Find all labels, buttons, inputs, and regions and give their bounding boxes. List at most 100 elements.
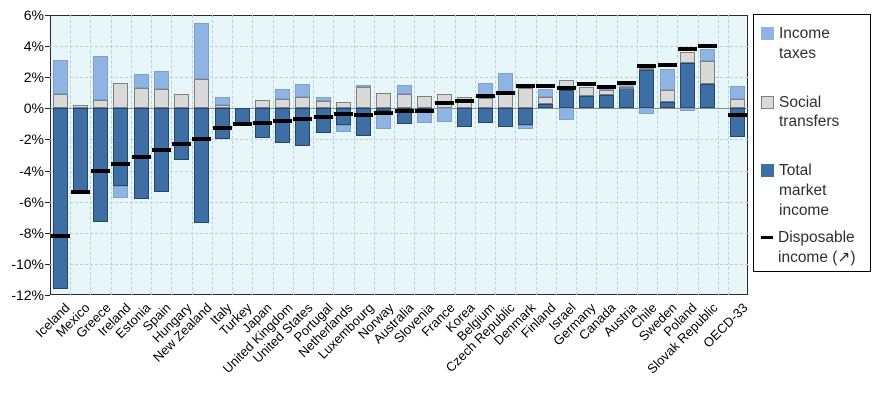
y-axis-tick — [45, 15, 50, 16]
bar-segment-mi-Portugal — [315, 108, 331, 134]
social-transfers-swatch-icon — [761, 95, 774, 109]
v-gridline — [171, 15, 173, 295]
y-axis-label: -2% — [19, 131, 44, 148]
bar-segment-st-Norway — [376, 92, 392, 109]
v-gridline — [333, 15, 335, 295]
bar-segment-mi-New Zealand — [194, 108, 210, 224]
y-axis-tick — [45, 170, 50, 172]
bar-segment-st-Poland — [679, 52, 695, 64]
y-axis-tick — [45, 263, 50, 265]
disposable-income-marker-Greece — [91, 168, 111, 173]
y-axis-label: 0% — [23, 100, 44, 117]
bar-segment-mi-Israel — [558, 90, 574, 109]
bar-segment-it-United Kingdom — [275, 88, 291, 99]
v-gridline — [515, 15, 517, 295]
bar-segment-mi-Korea — [457, 108, 473, 127]
disposable-income-marker-Finland — [536, 83, 556, 88]
disposable-income-marker-OECD-33 — [728, 112, 748, 117]
bar-segment-st-Estonia — [133, 88, 149, 109]
bar-segment-st-United Kingdom — [275, 99, 291, 109]
disposable-income-dash-icon — [761, 235, 773, 239]
disposable-income-marker-Belgium — [475, 93, 495, 98]
bar-segment-st-Greece — [93, 99, 109, 109]
bar-segment-it-Poland — [679, 108, 695, 111]
v-gridline — [454, 15, 456, 295]
y-axis-label: 6% — [23, 7, 44, 23]
disposable-income-marker-Korea — [455, 98, 475, 103]
disposable-income-marker-France — [435, 100, 455, 105]
legend-label: Total market income — [779, 162, 829, 219]
bar-segment-it-OECD-33 — [730, 85, 746, 99]
v-gridline — [535, 15, 537, 295]
bar-segment-mi-Greece — [93, 108, 109, 222]
disposable-income-marker-Sweden — [657, 62, 677, 67]
v-gridline — [555, 15, 557, 295]
bar-segment-mi-United Kingdom — [275, 108, 291, 143]
y-axis-tick — [45, 201, 50, 203]
bar-segment-it-Chile — [639, 108, 655, 114]
bar-segment-it-Finland — [538, 88, 554, 97]
disposable-income-marker-Norway — [374, 111, 394, 115]
disposable-income-marker-Slovenia — [414, 108, 434, 113]
bar-segment-it-Luxembourg — [356, 85, 372, 88]
bar-segment-mi-Canada — [598, 95, 614, 109]
disposable-income-marker-Israel — [556, 86, 576, 91]
v-gridline — [373, 15, 375, 295]
v-gridline — [576, 15, 578, 295]
bar-segment-it-Italy — [214, 97, 230, 106]
bar-segment-st-Finland — [538, 96, 554, 104]
disposable-income-marker-Czech Republic — [495, 90, 515, 95]
v-gridline — [434, 15, 436, 295]
y-axis-tick — [45, 139, 50, 141]
bar-segment-st-Luxembourg — [356, 87, 372, 109]
v-gridline — [657, 15, 659, 295]
y-axis-tick — [45, 77, 50, 79]
v-gridline — [191, 15, 193, 295]
y-axis-label: -8% — [19, 224, 44, 241]
h-gridline — [50, 139, 748, 141]
bar-segment-mi-Germany — [578, 95, 594, 109]
bar-segment-it-Denmark — [518, 124, 534, 129]
bar-segment-mi-United States — [295, 108, 311, 147]
bar-segment-it-United States — [295, 84, 311, 97]
disposable-income-marker-Portugal — [313, 114, 333, 119]
bar-segment-it-Slovak Republic — [700, 49, 716, 61]
disposable-income-marker-Germany — [576, 82, 596, 87]
v-gridline — [211, 15, 213, 295]
bar-segment-st-Netherlands — [335, 102, 351, 109]
bar-segment-st-Sweden — [659, 89, 675, 103]
disposable-income-marker-Slovak Republic — [698, 44, 718, 49]
bar-segment-mi-Italy — [214, 108, 230, 140]
y-axis-tick — [45, 232, 50, 234]
bar-segment-mi-Czech Republic — [497, 108, 513, 127]
bar-segment-mi-Denmark — [518, 108, 534, 125]
bar-segment-it-Spain — [153, 71, 169, 89]
bar-segment-st-Austria — [619, 86, 635, 89]
disposable-income-marker-Luxembourg — [354, 112, 374, 117]
bar-segment-st-Mexico — [72, 105, 88, 109]
bar-segment-it-Greece — [93, 56, 109, 100]
total-market-income-swatch-icon — [761, 164, 774, 178]
disposable-income-marker-Italy — [212, 125, 232, 130]
bar-segment-mi-Hungary — [174, 108, 190, 160]
disposable-income-marker-Estonia — [131, 154, 151, 159]
bar-segment-it-Netherlands — [335, 124, 351, 132]
h-gridline — [50, 201, 748, 203]
y-axis-tick — [45, 295, 50, 296]
h-gridline — [50, 170, 748, 172]
y-axis-tick — [45, 108, 50, 110]
bar-segment-it-Australia — [396, 85, 412, 95]
bar-segment-st-Chile — [639, 67, 655, 71]
legend-label: Disposable income (↗) — [778, 228, 856, 266]
disposable-income-marker-Denmark — [516, 83, 536, 88]
legend-label: Social transfers — [779, 93, 840, 131]
income-taxes-swatch-icon — [761, 27, 774, 40]
legend-item-income-taxes: Income taxes — [761, 24, 866, 64]
bar-segment-st-Slovak Republic — [700, 60, 716, 85]
v-gridline — [70, 15, 72, 295]
y-axis-label: -12% — [11, 287, 44, 303]
x-axis-label-OECD-33: OECD-33 — [590, 300, 750, 350]
legend: Income taxes Social transfers Total mark… — [753, 14, 871, 272]
legend-item-social-transfers: Social transfers — [761, 93, 866, 133]
disposable-income-marker-Spain — [151, 148, 171, 153]
